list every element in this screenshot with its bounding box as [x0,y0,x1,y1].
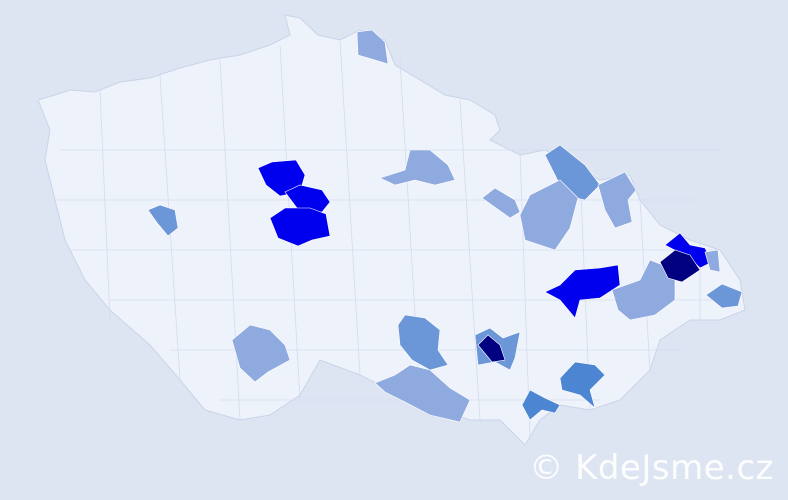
region-level5[interactable] [477,334,506,363]
region-level1[interactable] [611,259,676,321]
region-level1[interactable] [379,149,456,186]
region-level1[interactable] [519,179,579,251]
region-level2[interactable] [147,204,179,237]
region-level1[interactable] [597,171,637,229]
region-level1[interactable] [704,249,721,273]
region-level1[interactable] [374,364,471,423]
region-level5[interactable] [659,249,701,283]
region-level1[interactable] [231,324,291,383]
region-level2[interactable] [705,283,743,309]
region-level1[interactable] [356,29,389,65]
region-level2[interactable] [397,314,449,371]
regions [147,29,743,423]
region-level4[interactable] [269,207,331,247]
region-level3[interactable] [521,389,561,421]
region-level4[interactable] [544,264,621,319]
region-level1[interactable] [481,187,521,219]
region-level4[interactable] [257,159,306,197]
country-outline [37,14,746,446]
watermark: © KdeJsme.cz [529,448,774,488]
region-level3[interactable] [559,361,606,409]
